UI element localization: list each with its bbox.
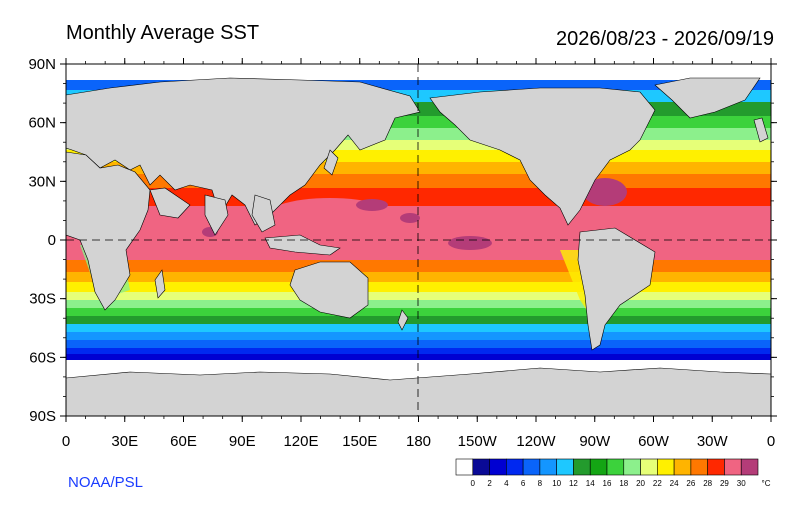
lon-tick-label: 120W xyxy=(516,433,556,450)
colorbar-swatch xyxy=(556,458,574,476)
lat-tick-label: 90S xyxy=(29,408,56,425)
lat-tick-label: 60S xyxy=(29,349,56,366)
colorbar-swatch xyxy=(489,458,507,476)
colorbar-label: 28 xyxy=(703,479,712,488)
colorbar-swatch xyxy=(606,458,625,476)
colorbar-swatch xyxy=(472,458,490,476)
colorbar-swatch xyxy=(506,458,524,476)
lat-tick-label: 30N xyxy=(28,173,56,190)
colorbar-swatch xyxy=(640,458,658,476)
lon-tick-label: 30E xyxy=(111,433,138,450)
lat-tick-label: 0 xyxy=(48,232,56,249)
colorbar-label: 4 xyxy=(504,479,509,488)
lon-tick-label: 90W xyxy=(579,433,611,450)
colorbar-label: 30 xyxy=(737,479,746,488)
colorbar-swatch xyxy=(455,458,474,476)
lon-tick-label: 180 xyxy=(406,433,431,450)
lat-tick-label: 90N xyxy=(28,56,56,73)
colorbar-swatch xyxy=(707,458,725,476)
lon-tick-label: 30W xyxy=(697,433,729,450)
colorbar-swatch xyxy=(623,458,641,476)
colorbar-label: 22 xyxy=(653,479,662,488)
colorbar-label: 14 xyxy=(586,479,595,488)
colorbar-label: 8 xyxy=(538,479,543,488)
colorbar-swatch xyxy=(657,458,675,476)
map-title: Monthly Average SST xyxy=(66,22,260,44)
colorbar-label: 12 xyxy=(569,479,578,488)
lon-tick-label: 90E xyxy=(229,433,256,450)
colorbar-label: 20 xyxy=(636,479,645,488)
colorbar-swatch xyxy=(690,458,708,476)
credit-label: NOAA/PSL xyxy=(68,474,144,491)
lon-tick-label: 60E xyxy=(170,433,197,450)
colorbar-label: 16 xyxy=(603,479,612,488)
lon-tick-label: 0 xyxy=(767,433,775,450)
colorbar-swatch xyxy=(740,458,759,476)
colorbar-label: 0 xyxy=(471,479,476,488)
lat-tick-label: 30S xyxy=(29,291,56,308)
colorbar-swatch xyxy=(589,458,608,476)
colorbar-swatch xyxy=(522,458,541,476)
axis-labels: 90N 60N 30N 0 30S 60S 90S 0 30E 60E 90E 120E 150E 180… xyxy=(28,56,775,450)
lon-tick-label: 0 xyxy=(62,433,70,450)
colorbar-label: 24 xyxy=(670,479,679,488)
date-range: 2026/08/23 - 2026/09/19 xyxy=(556,28,774,50)
colorbar-swatch xyxy=(539,458,557,476)
lon-tick-label: 150W xyxy=(458,433,498,450)
colorbar-label: 6 xyxy=(521,479,526,488)
colorbar-label: 26 xyxy=(686,479,695,488)
map-plot-area xyxy=(66,64,771,416)
colorbar-swatch xyxy=(724,458,742,476)
lat-tick-label: 60N xyxy=(28,115,56,132)
colorbar-label: 18 xyxy=(619,479,628,488)
lon-tick-label: 60W xyxy=(638,433,670,450)
lon-tick-label: 120E xyxy=(283,433,318,450)
axis-ticks xyxy=(60,58,777,422)
colorbar: 0 2 4 6 8 10 12 14 16 18 20 22 24 26 28 29 30 °C xyxy=(455,458,771,488)
colorbar-unit: °C xyxy=(762,479,771,488)
colorbar-swatch xyxy=(673,458,692,476)
colorbar-label: 10 xyxy=(552,479,561,488)
colorbar-label: 2 xyxy=(487,479,492,488)
colorbar-label: 29 xyxy=(720,479,729,488)
colorbar-swatch xyxy=(573,458,591,476)
lon-tick-label: 150E xyxy=(342,433,377,450)
